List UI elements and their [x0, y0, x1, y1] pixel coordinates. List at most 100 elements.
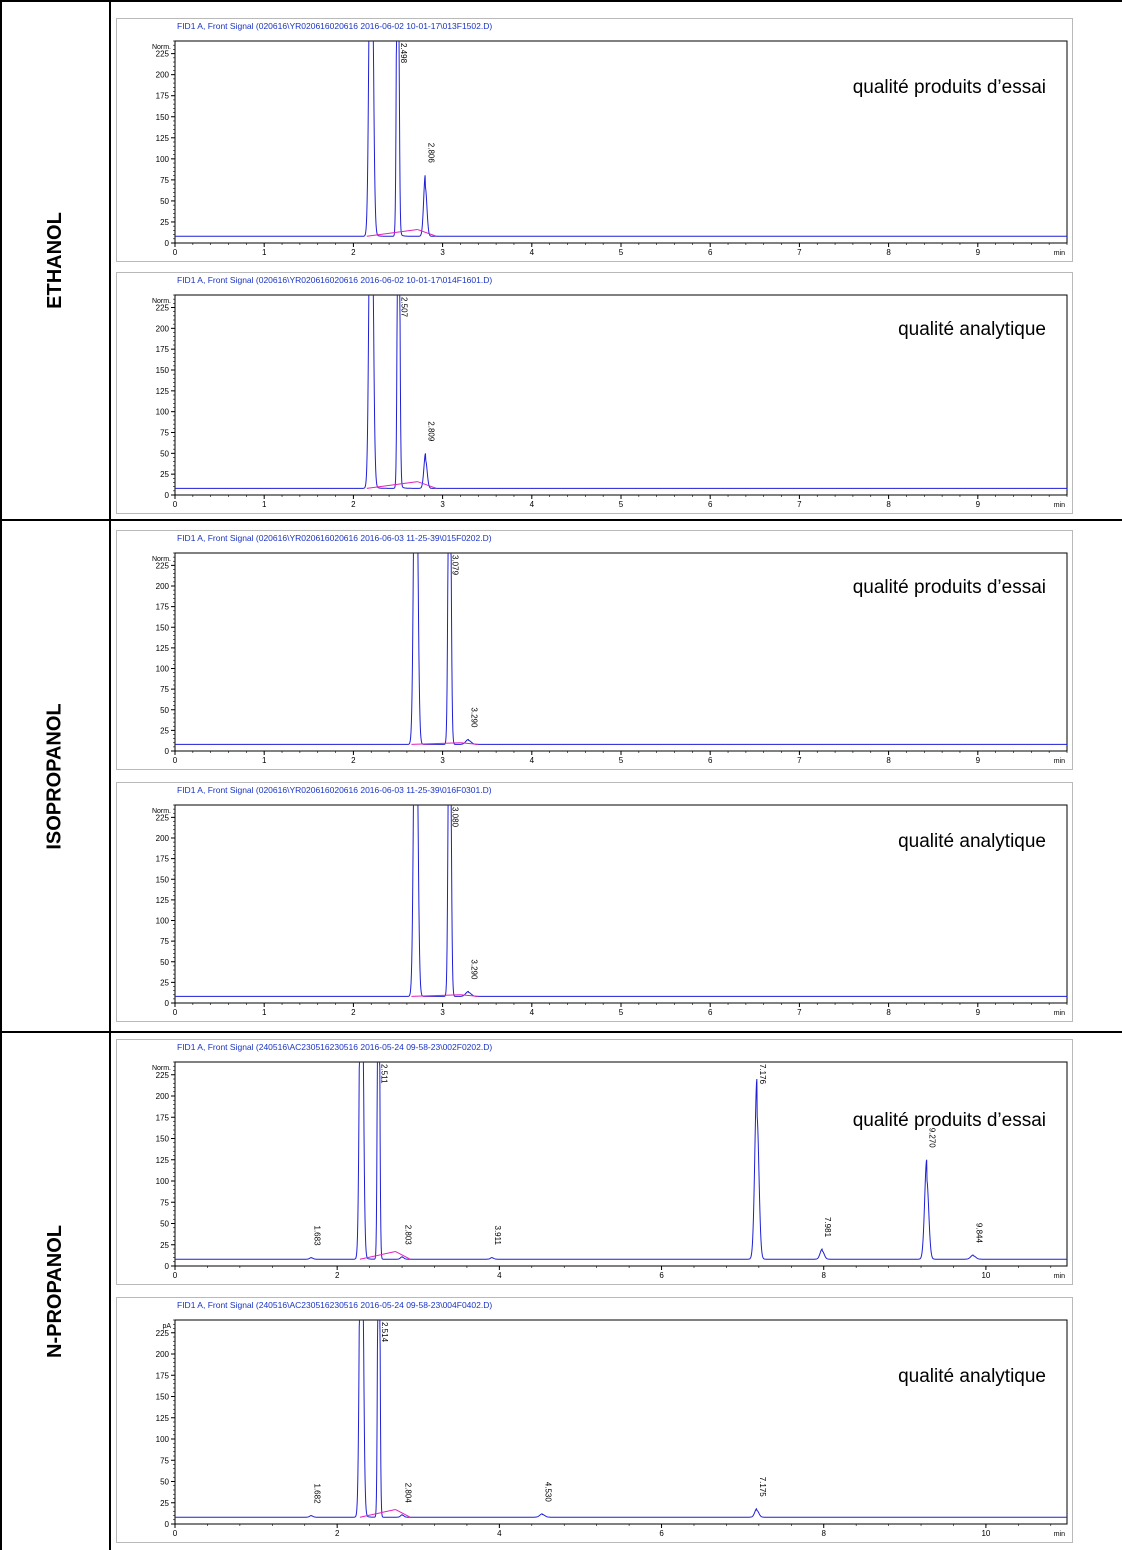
y-tick-label: 225 — [156, 50, 170, 59]
peak-label: 3.079 — [451, 555, 460, 576]
y-tick-label: 125 — [156, 644, 170, 653]
y-tick-label: 0 — [165, 1262, 170, 1271]
integration-baseline — [460, 994, 479, 997]
x-tick-label: 4 — [530, 756, 535, 765]
y-axis-unit-label: pA — [162, 1323, 171, 1330]
x-tick-label: 1 — [262, 500, 267, 509]
y-tick-label: 175 — [156, 1113, 170, 1122]
y-tick-label: 25 — [160, 218, 169, 227]
quality-annotation: qualité produits d’essai — [852, 77, 1046, 98]
y-tick-label: 50 — [160, 958, 169, 967]
x-tick-label: 9 — [976, 500, 981, 509]
y-tick-label: 25 — [160, 1241, 169, 1250]
y-tick-label: 0 — [165, 491, 170, 500]
peak-label: 3.080 — [451, 807, 460, 828]
peak-label: 9.270 — [928, 1128, 937, 1149]
y-tick-label: 100 — [156, 665, 170, 674]
y-tick-label: 25 — [160, 978, 169, 987]
y-tick-label: 100 — [156, 1435, 170, 1444]
quality-annotation: qualité analytique — [898, 831, 1046, 852]
x-axis-unit-label: min — [1054, 758, 1065, 765]
y-tick-label: 200 — [156, 582, 170, 591]
y-tick-label: 25 — [160, 726, 169, 735]
chromatogram-plot: Norm. 0 25 50 75 100 125 150 175 200 225 0 1 2 3 4 5 6 7 8 9… — [152, 294, 1068, 509]
x-tick-label: 5 — [619, 500, 624, 509]
panel-title: FID1 A, Front Signal (020616\YR020616020… — [177, 275, 493, 285]
peak-label: 3.290 — [470, 707, 479, 728]
x-tick-label: 6 — [708, 756, 713, 765]
integration-baseline — [411, 742, 461, 745]
x-tick-label: 2 — [351, 500, 356, 509]
y-tick-label: 150 — [156, 875, 170, 884]
peak-label: 3.290 — [470, 959, 479, 980]
y-tick-label: 150 — [156, 623, 170, 632]
peak-label: 2.809 — [427, 421, 436, 442]
x-tick-label: 4 — [530, 1008, 535, 1017]
plot-area-frame — [174, 40, 1068, 244]
x-tick-label: 7 — [797, 248, 802, 257]
y-tick-label: 25 — [160, 1499, 169, 1508]
y-tick-label: 150 — [156, 366, 170, 375]
x-axis-unit-label: min — [1054, 502, 1065, 509]
x-tick-label: 1 — [262, 1008, 267, 1017]
x-tick-label: 4 — [530, 248, 535, 257]
y-tick-label: 200 — [156, 834, 170, 843]
quality-annotation: qualité produits d’essai — [852, 577, 1046, 598]
y-tick-label: 225 — [156, 813, 170, 822]
peak-label: 2.804 — [403, 1483, 412, 1504]
quality-annotation: qualité analytique — [898, 1366, 1046, 1387]
peak-label: 2.511 — [380, 1064, 389, 1084]
y-tick-label: 50 — [160, 1478, 169, 1487]
y-tick-label: 125 — [156, 1156, 170, 1165]
y-tick-label: 0 — [165, 1520, 170, 1529]
chromatogram-panel: FID1 A, Front Signal (020616\YR020616020… — [116, 782, 1073, 1022]
y-tick-label: 200 — [156, 1092, 170, 1101]
x-tick-label: 2 — [351, 248, 356, 257]
x-axis-unit-label: min — [1054, 1531, 1065, 1538]
y-tick-label: 150 — [156, 113, 170, 122]
x-tick-label: 7 — [797, 756, 802, 765]
y-tick-label: 150 — [156, 1135, 170, 1144]
peak-label: 2.498 — [399, 43, 408, 64]
y-tick-label: 175 — [156, 1371, 170, 1380]
y-axis-unit-label: Norm. — [152, 298, 171, 305]
x-tick-label: 8 — [886, 248, 891, 257]
chromatogram-plot: Norm. 0 25 50 75 100 125 150 175 200 225 0 1 2 3 4 5 6 7 8 9… — [152, 552, 1068, 765]
y-tick-label: 75 — [160, 176, 169, 185]
y-tick-label: 225 — [156, 1071, 170, 1080]
peak-label: 7.981 — [823, 1217, 832, 1238]
x-tick-label: 3 — [440, 756, 445, 765]
peak-label: 2.514 — [380, 1322, 389, 1343]
x-tick-label: 3 — [440, 1008, 445, 1017]
integration-baseline — [366, 229, 418, 237]
integration-baseline — [366, 481, 418, 489]
x-axis-unit-label: min — [1054, 1010, 1065, 1017]
y-tick-label: 25 — [160, 470, 169, 479]
chromatogram-plot: Norm. 0 25 50 75 100 125 150 175 200 225 0 2 4 6 8 10 min… — [152, 1061, 1068, 1280]
x-tick-label: 1 — [262, 248, 267, 257]
x-tick-label: 0 — [173, 500, 178, 509]
y-tick-label: 125 — [156, 387, 170, 396]
y-tick-label: 150 — [156, 1393, 170, 1402]
peak-label: 2.803 — [403, 1225, 412, 1246]
x-tick-label: 10 — [981, 1271, 990, 1280]
integration-baseline — [460, 742, 479, 745]
signal-trace — [175, 295, 1067, 489]
y-axis-unit-label: Norm. — [152, 556, 171, 563]
x-tick-label: 8 — [886, 756, 891, 765]
y-axis-unit-label: Norm. — [152, 808, 171, 815]
y-tick-label: 125 — [156, 1414, 170, 1423]
y-axis-unit-label: Norm. — [152, 1065, 171, 1072]
x-tick-label: 2 — [351, 1008, 356, 1017]
chromatogram-plot: Norm. 0 25 50 75 100 125 150 175 200 225 0 1 2 3 4 5 6 7 8 9… — [152, 804, 1068, 1017]
y-tick-label: 50 — [160, 706, 169, 715]
y-tick-label: 100 — [156, 917, 170, 926]
panel-title: FID1 A, Front Signal (020616\YR020616020… — [177, 785, 492, 795]
substance-label-isopropanol: ISOPROPANOL — [0, 520, 110, 1032]
peak-label: 4.530 — [543, 1482, 552, 1503]
y-tick-label: 200 — [156, 1350, 170, 1359]
x-tick-label: 2 — [335, 1271, 340, 1280]
x-tick-label: 6 — [708, 248, 713, 257]
integration-baseline — [417, 481, 437, 489]
peak-label: 2.507 — [400, 297, 409, 318]
